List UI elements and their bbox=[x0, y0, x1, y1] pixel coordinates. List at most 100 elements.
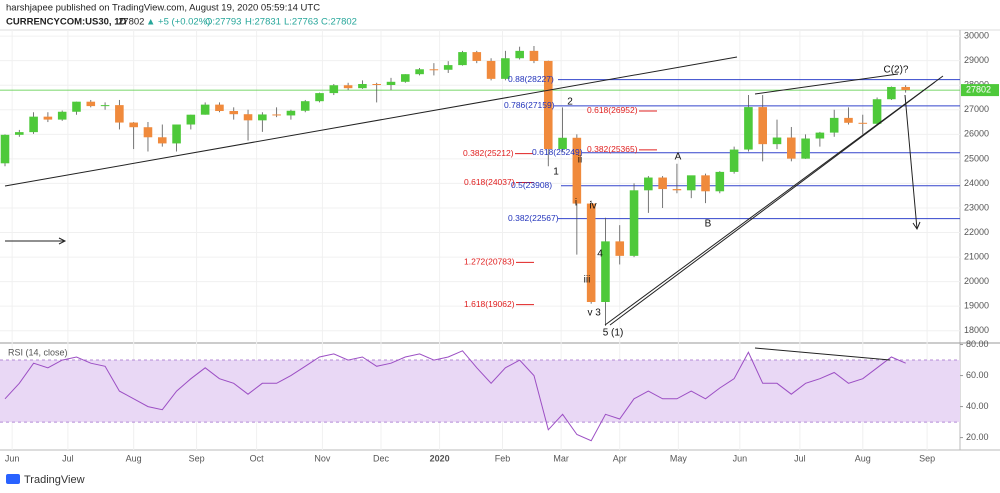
candles bbox=[0, 45, 910, 326]
fib-label: 0.382(22567) bbox=[508, 213, 559, 223]
y-tick-label: 22000 bbox=[964, 227, 989, 237]
x-tick-label: Dec bbox=[373, 453, 390, 463]
candle-body bbox=[86, 101, 96, 107]
change: ▲ +5 (+0.02%) bbox=[146, 17, 210, 28]
candle-body bbox=[872, 99, 882, 124]
candle-body bbox=[415, 69, 424, 75]
close: C:27802 bbox=[321, 17, 357, 28]
candle-body bbox=[572, 137, 582, 204]
trend-lines bbox=[4, 56, 944, 361]
y-tick-label: 23000 bbox=[964, 202, 989, 212]
trend-line bbox=[609, 81, 936, 326]
candle-body bbox=[844, 117, 853, 123]
candle-body bbox=[772, 137, 782, 145]
candle-body bbox=[229, 111, 239, 115]
candle-body bbox=[758, 107, 767, 145]
candle-body bbox=[329, 85, 339, 94]
arrow bbox=[904, 94, 921, 231]
fib-label: 0.618(25249) bbox=[532, 147, 583, 157]
x-tick-label: Aug bbox=[855, 453, 871, 463]
rsi-band bbox=[0, 360, 960, 423]
fib-label: 1.272(20783) bbox=[464, 257, 515, 267]
candle-body bbox=[115, 105, 124, 123]
wave-label: ii bbox=[578, 155, 582, 166]
candle-body bbox=[529, 50, 539, 61]
x-tick-label: Jun bbox=[5, 453, 20, 463]
candle-body bbox=[372, 84, 381, 86]
wave-label: iii bbox=[584, 275, 591, 286]
wave-label: 1 bbox=[553, 167, 559, 178]
fib-label: 1.618(19062) bbox=[464, 299, 515, 309]
candle-body bbox=[744, 107, 753, 150]
trend-line bbox=[754, 73, 899, 95]
wave-label: 5 (1) bbox=[603, 328, 624, 339]
fib-label: 0.5(23908) bbox=[511, 180, 552, 190]
candle-body bbox=[615, 241, 625, 256]
logo-text: TradingView bbox=[24, 474, 85, 486]
candle-body bbox=[0, 134, 10, 164]
price: 27802 bbox=[118, 17, 144, 28]
x-tick-label: Nov bbox=[314, 453, 331, 463]
candle-body bbox=[787, 137, 796, 159]
tradingview-logo: TradingView bbox=[6, 474, 85, 486]
candle-body bbox=[472, 52, 482, 61]
fib-label: 0.786(27159) bbox=[504, 100, 555, 110]
candle-body bbox=[829, 117, 839, 133]
candle-body bbox=[343, 85, 353, 89]
y-tick-label: 20.00 bbox=[966, 432, 989, 442]
candle-body bbox=[629, 190, 639, 256]
low: L:27763 bbox=[284, 17, 318, 28]
candle-body bbox=[243, 114, 253, 121]
candle-body bbox=[300, 101, 310, 111]
candle-body bbox=[887, 86, 896, 100]
candle-body bbox=[15, 132, 24, 135]
fib-label: 0.382(25365) bbox=[587, 144, 638, 154]
wave-label: i bbox=[575, 198, 577, 209]
y-tick-label: 60.00 bbox=[966, 370, 989, 380]
candle-body bbox=[129, 122, 138, 128]
y-tick-label: 30000 bbox=[964, 31, 989, 41]
rsi-line bbox=[4, 350, 906, 442]
candle-body bbox=[858, 122, 868, 124]
candle-body bbox=[715, 171, 725, 192]
candle-body bbox=[586, 203, 596, 303]
candle-body bbox=[543, 60, 553, 150]
candle-body bbox=[901, 86, 910, 91]
wave-label: iv bbox=[589, 201, 596, 212]
candle-body bbox=[43, 116, 53, 120]
candle-body bbox=[172, 124, 181, 144]
candle-body bbox=[486, 60, 496, 79]
x-tick-label: Mar bbox=[553, 453, 569, 463]
candle-body bbox=[272, 114, 281, 116]
x-tick-label: Jul bbox=[794, 453, 806, 463]
x-tick-label: Jul bbox=[62, 453, 74, 463]
candle-body bbox=[644, 177, 653, 191]
y-tick-label: 18000 bbox=[964, 325, 989, 335]
x-tick-label: May bbox=[670, 453, 688, 463]
wave-label: 2 bbox=[567, 97, 573, 108]
candle-body bbox=[286, 110, 296, 116]
candle-body bbox=[200, 104, 210, 115]
candle-body bbox=[100, 105, 110, 107]
y-tick-label: 25000 bbox=[964, 153, 989, 163]
candle-body bbox=[429, 69, 439, 71]
rsi-trend-line bbox=[754, 347, 891, 361]
candle-body bbox=[215, 104, 224, 112]
y-tick-label: 80.00 bbox=[966, 339, 989, 349]
x-tick-label: 2020 bbox=[430, 453, 450, 463]
y-tick-label: 20000 bbox=[964, 276, 989, 286]
candle-body bbox=[358, 84, 367, 89]
x-tick-label: Aug bbox=[126, 453, 142, 463]
wave-label: A bbox=[675, 152, 682, 163]
wave-label: C(2)? bbox=[883, 65, 908, 76]
candle-body bbox=[672, 189, 682, 191]
x-tick-label: Sep bbox=[189, 453, 205, 463]
last-price-box bbox=[961, 84, 999, 97]
candle-body bbox=[157, 137, 167, 144]
y-tick-label: 21000 bbox=[964, 251, 989, 261]
x-tick-label: Oct bbox=[250, 453, 265, 463]
wave-label: 4 bbox=[597, 249, 603, 260]
x-tick-label: Feb bbox=[495, 453, 511, 463]
candle-body bbox=[601, 241, 610, 303]
